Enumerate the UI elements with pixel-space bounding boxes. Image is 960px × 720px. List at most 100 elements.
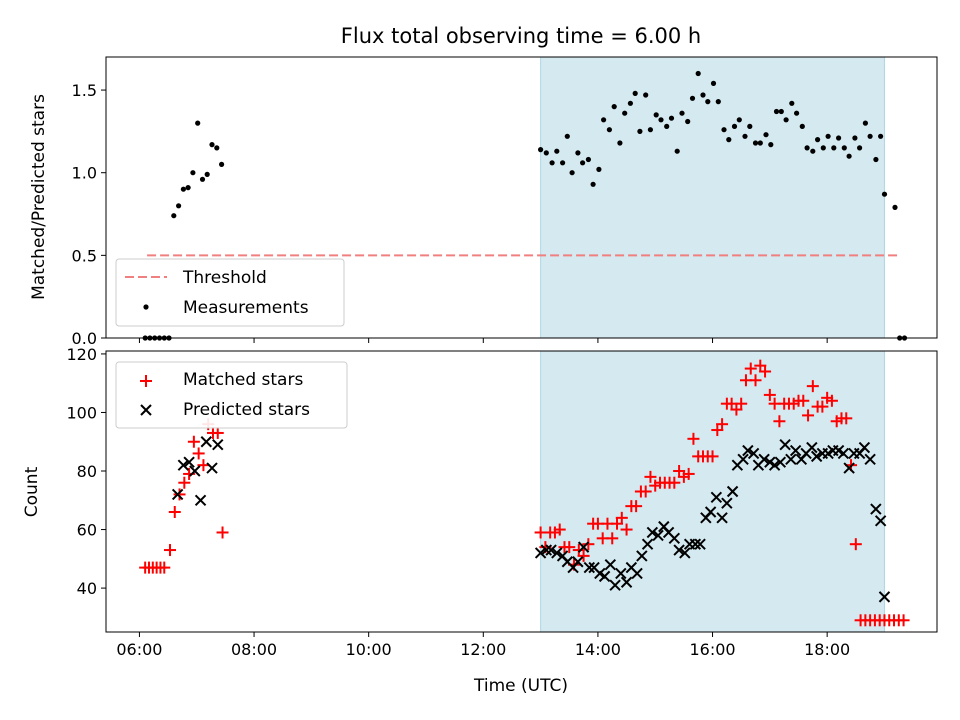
matched-star-point <box>192 447 205 460</box>
ratio-panel: 0.0 0.5 1.0 1.5 Matched/Predicted stars Thr… <box>29 56 938 348</box>
y-tick-label: 60 <box>77 521 97 540</box>
measurement-point <box>622 110 628 116</box>
predicted-star-point <box>641 538 654 550</box>
predicted-star-point <box>679 547 691 559</box>
measurement-point <box>627 100 634 106</box>
predicted-star-point <box>694 538 706 550</box>
predicted-star-point <box>810 450 823 463</box>
measurements-series <box>142 70 908 341</box>
measurement-point <box>199 176 206 182</box>
matched-star-point <box>582 538 595 551</box>
predicted-star-point <box>858 441 871 454</box>
count-plot-frame <box>105 350 938 633</box>
predicted-star-point <box>636 550 648 562</box>
matched-star-point <box>744 362 757 375</box>
x-tick-label: 10:00 <box>346 640 392 659</box>
predicted-star-point <box>609 579 621 591</box>
predicted-star-point <box>668 532 681 545</box>
legend-measurements-swatch <box>143 304 149 310</box>
measurement-point <box>585 156 592 163</box>
predicted-star-point <box>785 453 797 466</box>
measurement-point <box>873 156 879 163</box>
measurement-point <box>742 133 748 139</box>
predicted-star-point <box>737 453 749 466</box>
measurement-point <box>878 133 884 139</box>
matched-star-point <box>163 544 176 557</box>
measurement-point <box>538 147 544 153</box>
ratio-y-axis-label: Matched/Predicted stars <box>29 94 49 300</box>
matched-star-point <box>606 532 619 545</box>
measurement-point <box>752 140 759 146</box>
measurement-point <box>190 170 196 176</box>
measurement-point <box>219 161 225 167</box>
measurement-point <box>601 117 607 123</box>
matched-star-point <box>763 388 776 401</box>
matched-star-point <box>682 467 695 480</box>
measurement-point <box>647 127 654 133</box>
y-tick-label: 1.5 <box>72 81 97 100</box>
matched-star-point <box>216 526 229 539</box>
matched-star-point <box>759 365 772 378</box>
measurement-point <box>632 90 638 96</box>
predicted-star-point <box>551 547 563 559</box>
measurement-point <box>685 118 691 125</box>
measurement-point <box>773 108 780 115</box>
measurement-point <box>171 213 177 219</box>
matched-star-point <box>178 476 191 489</box>
measurement-point <box>763 132 769 138</box>
measurement-point <box>757 140 763 146</box>
matched-star-point <box>187 435 200 448</box>
measurement-point <box>710 80 717 86</box>
predicted-stars-series <box>171 436 891 603</box>
matched-star-point <box>735 397 748 410</box>
predicted-star-point <box>631 567 643 580</box>
measurement-point <box>799 123 805 129</box>
measurement-point <box>195 120 201 126</box>
matched-stars-series <box>139 359 910 627</box>
predicted-star-point <box>726 485 739 498</box>
count-legend: Matched stars Predicted stars <box>115 361 348 429</box>
predicted-star-point <box>598 570 611 583</box>
measurement-point <box>836 135 842 141</box>
y-tick-label: 40 <box>77 579 97 598</box>
measurement-point <box>846 153 852 159</box>
predicted-star-point <box>742 444 754 457</box>
y-tick-label: 0.0 <box>72 329 97 348</box>
predicted-star-point <box>774 456 787 468</box>
measurement-point <box>715 99 721 105</box>
measurement-point <box>705 99 711 105</box>
predicted-star-point <box>864 453 876 466</box>
ratio-plot-frame <box>105 56 938 339</box>
measurement-point <box>778 108 784 115</box>
predicted-star-point <box>843 462 855 474</box>
x-tick-label: 06:00 <box>116 640 162 659</box>
measurement-point <box>892 204 898 210</box>
count-legend-box <box>115 361 348 429</box>
measurement-point <box>831 145 837 151</box>
predicted-star-point <box>704 506 717 518</box>
measurement-point <box>804 145 810 151</box>
predicted-star-point <box>604 558 617 571</box>
predicted-star-point <box>689 538 702 550</box>
predicted-star-point <box>577 541 590 553</box>
y-tick-label: 100 <box>66 403 97 422</box>
predicted-star-point <box>747 447 760 460</box>
measurement-point <box>664 123 670 129</box>
measurement-point <box>695 70 701 77</box>
legend-measurements-label: Measurements <box>183 298 309 318</box>
observing-window-span <box>540 56 885 339</box>
x-tick-label: 08:00 <box>231 640 277 659</box>
predicted-star-point <box>212 438 224 451</box>
ratio-legend-box <box>115 258 345 327</box>
predicted-star-point <box>171 488 184 501</box>
legend-matched-label: Matched stars <box>183 370 303 390</box>
measurement-point <box>674 148 680 154</box>
measurement-point <box>204 171 210 177</box>
matched-star-point <box>797 394 810 407</box>
matched-star-point <box>668 476 681 489</box>
predicted-star-point <box>721 497 733 509</box>
measurement-point <box>736 117 742 123</box>
measurement-point <box>569 170 575 176</box>
measurement-point <box>841 145 847 151</box>
